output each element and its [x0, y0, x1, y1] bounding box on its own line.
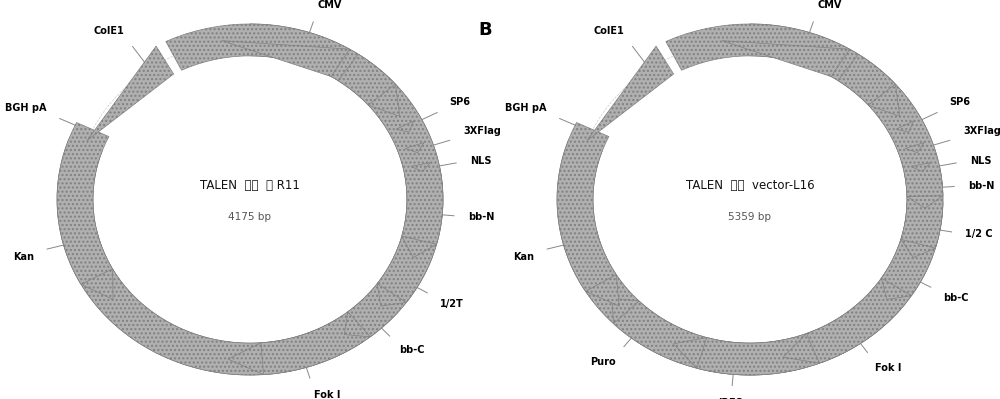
Polygon shape	[402, 236, 437, 257]
Text: 4175 bp: 4175 bp	[228, 212, 272, 223]
Text: BGH pA: BGH pA	[5, 103, 47, 113]
Polygon shape	[587, 46, 674, 141]
Polygon shape	[398, 126, 424, 148]
Text: NLS: NLS	[970, 156, 991, 166]
Polygon shape	[396, 121, 414, 132]
Text: CMV: CMV	[318, 0, 342, 10]
Text: bb-N: bb-N	[968, 181, 995, 191]
Polygon shape	[378, 246, 432, 302]
Polygon shape	[557, 140, 615, 290]
Polygon shape	[673, 338, 707, 368]
Polygon shape	[614, 302, 694, 363]
Polygon shape	[411, 162, 430, 172]
Text: 1/2T: 1/2T	[439, 299, 463, 309]
Text: 5359 bp: 5359 bp	[728, 212, 772, 223]
Polygon shape	[81, 269, 113, 299]
Text: 1/2 C: 1/2 C	[965, 229, 993, 239]
Polygon shape	[57, 140, 112, 283]
Text: bb-C: bb-C	[399, 346, 425, 356]
Polygon shape	[907, 148, 930, 166]
Polygon shape	[344, 312, 370, 337]
Polygon shape	[561, 24, 943, 375]
Text: Kan: Kan	[513, 253, 534, 263]
Polygon shape	[228, 343, 263, 375]
Text: Puro: Puro	[590, 357, 615, 367]
Text: SP6: SP6	[950, 97, 971, 107]
Text: Kan: Kan	[13, 253, 34, 263]
Polygon shape	[882, 246, 932, 295]
Text: bb-C: bb-C	[943, 293, 969, 303]
Polygon shape	[907, 196, 943, 208]
Polygon shape	[881, 278, 911, 299]
Text: ColE1: ColE1	[94, 26, 125, 36]
Polygon shape	[368, 84, 400, 117]
Polygon shape	[557, 54, 943, 375]
Polygon shape	[377, 284, 406, 306]
Polygon shape	[57, 54, 443, 375]
Polygon shape	[904, 166, 943, 196]
Polygon shape	[87, 46, 174, 141]
Text: 3XFlag: 3XFlag	[963, 126, 1000, 136]
Text: B: B	[479, 21, 492, 39]
Polygon shape	[901, 202, 943, 248]
Polygon shape	[868, 84, 900, 117]
Polygon shape	[887, 105, 914, 129]
Text: NLS: NLS	[470, 156, 491, 166]
Polygon shape	[905, 142, 924, 153]
Polygon shape	[698, 338, 803, 375]
Polygon shape	[612, 298, 639, 324]
Text: IRES: IRES	[719, 398, 743, 399]
Text: Fok I: Fok I	[875, 363, 902, 373]
Polygon shape	[407, 148, 430, 166]
Polygon shape	[911, 162, 930, 172]
Polygon shape	[722, 41, 850, 77]
Polygon shape	[222, 41, 350, 77]
Polygon shape	[61, 24, 443, 375]
Text: SP6: SP6	[450, 97, 471, 107]
Polygon shape	[783, 334, 820, 363]
Polygon shape	[402, 166, 443, 243]
Polygon shape	[750, 24, 894, 104]
Text: BGH pA: BGH pA	[505, 103, 547, 113]
Polygon shape	[262, 316, 363, 375]
Polygon shape	[405, 142, 424, 153]
Text: TALEN  右臂  ｜ R11: TALEN 右臂 ｜ R11	[200, 179, 300, 192]
Text: 3XFlag: 3XFlag	[463, 126, 501, 136]
Polygon shape	[250, 24, 394, 104]
Polygon shape	[808, 284, 906, 363]
Text: CMV: CMV	[818, 0, 842, 10]
Text: Fok I: Fok I	[314, 390, 340, 399]
Text: ColE1: ColE1	[594, 26, 625, 36]
Text: bb-N: bb-N	[468, 212, 494, 222]
Polygon shape	[898, 126, 924, 148]
Polygon shape	[901, 239, 935, 257]
Polygon shape	[586, 275, 619, 306]
Polygon shape	[348, 290, 400, 336]
Polygon shape	[896, 121, 914, 132]
Polygon shape	[387, 105, 414, 129]
Text: TALEN  左臂  vector-L16: TALEN 左臂 vector-L16	[686, 179, 814, 192]
